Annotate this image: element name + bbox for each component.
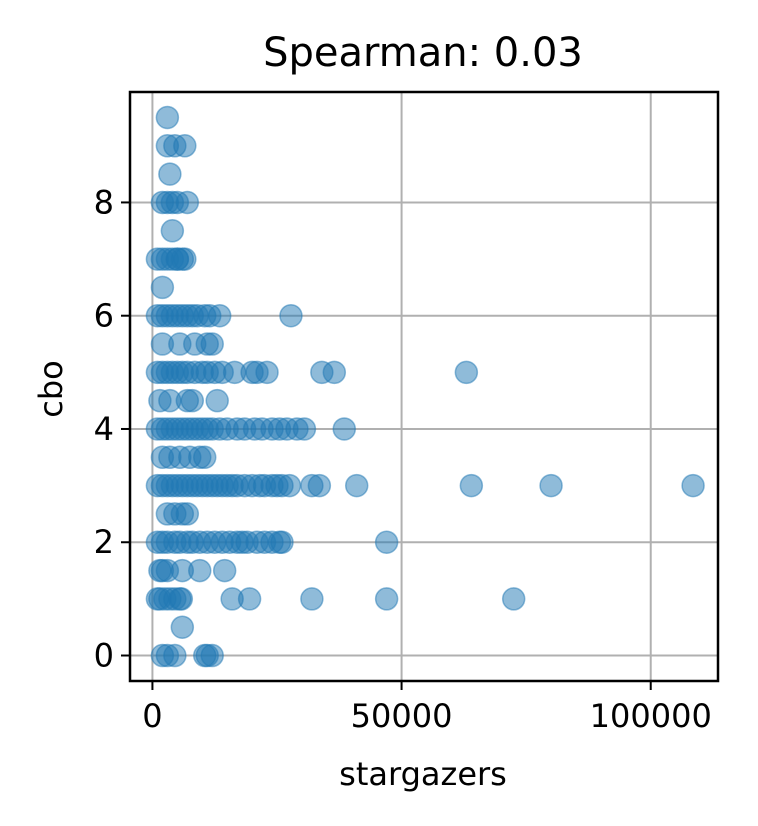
scatter-point bbox=[170, 615, 195, 639]
y-tick-label: 6 bbox=[94, 297, 114, 335]
scatter-point bbox=[160, 219, 185, 243]
scatter-point bbox=[173, 134, 197, 158]
scatter-point bbox=[165, 247, 190, 271]
scatter-point bbox=[292, 417, 317, 441]
scatter-point bbox=[169, 587, 194, 611]
scatter-point bbox=[188, 558, 212, 583]
scatter-point bbox=[501, 587, 526, 611]
scatter-point bbox=[205, 388, 229, 413]
scatter-point bbox=[158, 162, 182, 186]
scatter-point bbox=[237, 587, 262, 611]
scatter-point bbox=[207, 303, 232, 328]
scatter-point bbox=[192, 445, 217, 470]
scatter-point bbox=[200, 643, 224, 668]
scatter-point bbox=[344, 473, 369, 498]
scatter-point bbox=[212, 558, 237, 583]
scatter-point bbox=[175, 502, 200, 526]
x-tick-label: 50000 bbox=[351, 697, 453, 735]
y-tick-label: 8 bbox=[94, 183, 114, 221]
scatter-point bbox=[374, 530, 399, 554]
x-axis-label: stargazers bbox=[339, 755, 507, 793]
scatter-point bbox=[150, 275, 175, 300]
scatter-point bbox=[255, 360, 279, 385]
scatter-point bbox=[459, 473, 484, 498]
scatter-point bbox=[175, 190, 200, 215]
scatter-point bbox=[454, 360, 479, 385]
x-tick-label: 0 bbox=[142, 697, 162, 735]
x-axis-ticks: 0 50000 100000 bbox=[142, 681, 712, 735]
chart-title: Spearman: 0.03 bbox=[263, 30, 583, 76]
scatter-point bbox=[279, 303, 303, 328]
y-axis-ticks: 0 2 4 6 8 bbox=[94, 183, 130, 675]
plot-frame bbox=[128, 90, 720, 683]
scatter-point bbox=[300, 587, 324, 611]
scatter-point bbox=[322, 360, 347, 385]
scatter-point bbox=[270, 530, 294, 554]
scatter-point bbox=[332, 417, 357, 441]
scatter-point bbox=[155, 105, 180, 130]
x-tick-label: 100000 bbox=[590, 697, 712, 735]
scatter-point bbox=[163, 643, 187, 668]
y-tick-label: 2 bbox=[94, 523, 114, 561]
data-points bbox=[145, 105, 705, 668]
grid bbox=[130, 92, 718, 681]
scatter-point bbox=[681, 473, 705, 498]
scatter-point bbox=[148, 558, 172, 583]
y-tick-label: 0 bbox=[94, 637, 114, 675]
scatter-point bbox=[307, 473, 332, 498]
scatter-point bbox=[374, 587, 399, 611]
y-axis-label: cbo bbox=[32, 360, 70, 417]
scatter-point bbox=[200, 332, 224, 356]
scatter-point bbox=[539, 473, 563, 498]
scatter-point bbox=[277, 473, 302, 498]
y-tick-label: 4 bbox=[94, 410, 114, 448]
scatter-point bbox=[180, 388, 205, 413]
